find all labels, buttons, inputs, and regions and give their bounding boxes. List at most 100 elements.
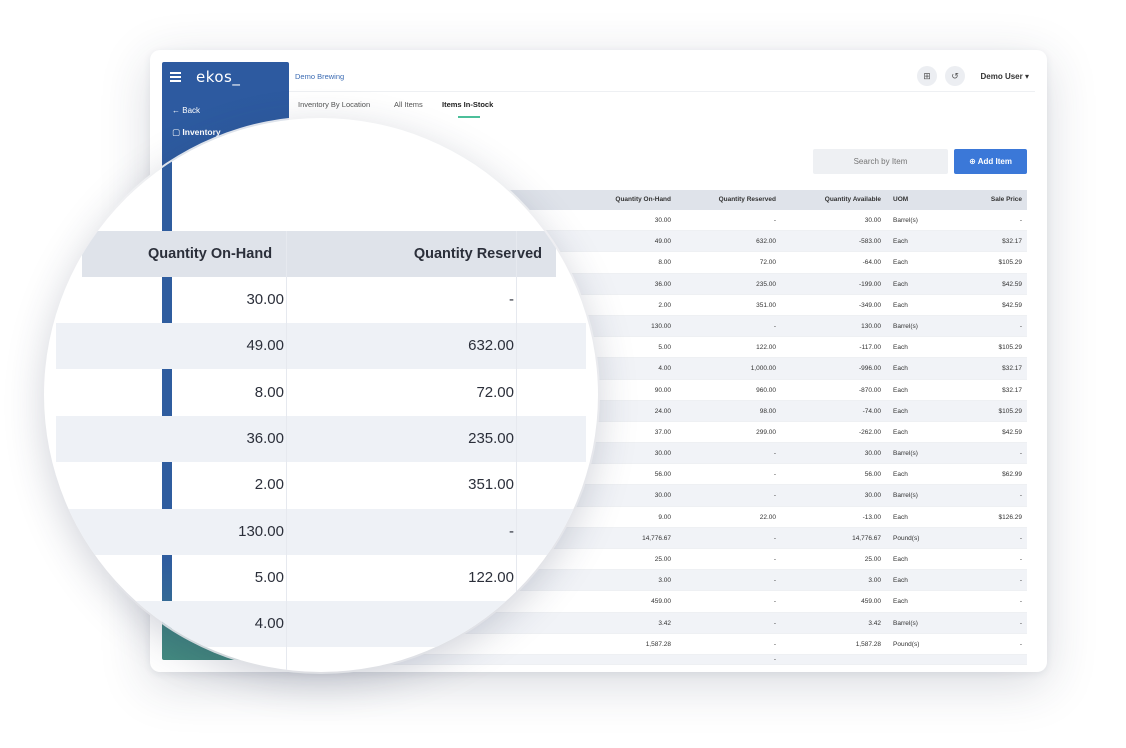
cell-quantity-available: 56.00 bbox=[864, 471, 881, 479]
cell-quantity-reserved: 960.00 bbox=[756, 386, 776, 394]
user-menu[interactable]: Demo User ▾ bbox=[980, 72, 1030, 81]
magnifier-col-quantity-on-hand: Quantity On-Hand bbox=[148, 246, 273, 262]
tab-all-items[interactable]: All Items bbox=[394, 100, 423, 109]
cell-quantity-available: 3.42 bbox=[868, 619, 881, 627]
magnifier-cell-on-hand: 30.00 bbox=[246, 291, 284, 308]
magnifier-cell-reserved: 72.00 bbox=[476, 383, 514, 401]
cell-quantity-on-hand: 36.00 bbox=[654, 280, 671, 288]
cell-quantity-reserved: 632.00 bbox=[756, 238, 776, 246]
cell-quantity-reserved: - bbox=[773, 577, 776, 585]
table-row[interactable]: 8.00 72.00 -64.00 Each $105.29 bbox=[289, 252, 1027, 274]
magnifier-cell-on-hand: 4.00 bbox=[254, 615, 284, 633]
magnifier-cell-reserved: 122.00 bbox=[468, 568, 514, 586]
cell-quantity-reserved: 22.00 bbox=[759, 513, 776, 521]
cell-quantity-on-hand: 37.00 bbox=[654, 428, 671, 436]
cell-quantity-on-hand: 4.00 bbox=[658, 365, 671, 373]
cell-uom: Each bbox=[893, 471, 908, 479]
cell-quantity-on-hand: 5.00 bbox=[658, 344, 671, 352]
cell-quantity-reserved: - bbox=[773, 619, 776, 627]
tab-inventory-by-location[interactable]: Inventory By Location bbox=[298, 100, 371, 109]
cell-sale-price: $42.59 bbox=[1002, 428, 1022, 436]
magnifier-cell-reserved: 351.00 bbox=[468, 476, 514, 494]
cell-quantity-available: -64.00 bbox=[862, 259, 881, 267]
cell-quantity-on-hand: 3.00 bbox=[658, 577, 671, 585]
cell-uom: Barrel(s) bbox=[893, 217, 918, 224]
table-row[interactable]: 9.00 22.00 -13.00 Each $126.29 bbox=[289, 507, 1027, 528]
cell-quantity-on-hand: 130.00 bbox=[651, 322, 671, 330]
table-row[interactable]: 30.00 - 30.00 Barrel(s) - bbox=[289, 210, 1027, 232]
col-quantity-on-hand[interactable]: Quantity On-Hand bbox=[615, 196, 671, 203]
table-row[interactable]: 25.00 - 25.00 Each - bbox=[289, 549, 1027, 571]
cell-sale-price: $105.29 bbox=[998, 259, 1023, 267]
cell-sale-price: - bbox=[1019, 534, 1022, 542]
table-row[interactable]: 90.00 960.00 -870.00 Each $32.17 bbox=[289, 380, 1027, 401]
cell-quantity-on-hand: 1,587.28 bbox=[645, 640, 671, 648]
cell-uom: Each bbox=[893, 598, 908, 606]
table-row[interactable]: 37.00 299.00 -262.00 Each $42.59 bbox=[289, 422, 1027, 444]
cell-quantity-available: 3.00 bbox=[868, 577, 881, 585]
add-item-button[interactable]: ⊕ Add Item bbox=[954, 149, 1027, 174]
col-uom[interactable]: UOM bbox=[893, 196, 909, 203]
cell-quantity-reserved: 1,000.00 bbox=[750, 365, 776, 373]
back-link[interactable]: ← Back bbox=[172, 106, 201, 115]
cell-sale-price: $42.59 bbox=[1002, 280, 1022, 288]
sidebar-item-inventory[interactable]: ▢ Inventory bbox=[172, 127, 221, 137]
cell-quantity-on-hand: 459.00 bbox=[651, 598, 671, 606]
table-row[interactable]: 2.00 351.00 -349.00 Each $42.59 bbox=[289, 295, 1027, 316]
cell-sale-price: - bbox=[1019, 492, 1022, 500]
plus-circle-icon: ⊕ bbox=[969, 157, 976, 166]
cell-quantity-available: -117.00 bbox=[859, 344, 881, 352]
qr-code-icon[interactable]: ⊞ bbox=[917, 66, 937, 86]
magnifier-cell-on-hand: 49.00 bbox=[246, 337, 284, 355]
cell-quantity-on-hand: 49.00 bbox=[654, 238, 671, 246]
hamburger-icon[interactable] bbox=[170, 72, 181, 84]
magnifier-cell-reserved: 632.00 bbox=[468, 337, 514, 355]
arrow-left-icon: ← bbox=[172, 106, 180, 115]
magnifier-header: Quantity On-Hand Quantity Reserved bbox=[82, 231, 556, 277]
table-row[interactable]: - bbox=[289, 654, 1027, 665]
cell-quantity-available: 30.00 bbox=[864, 217, 881, 224]
tab-items-in-stock[interactable]: Items In-Stock bbox=[442, 100, 494, 109]
cell-quantity-reserved: - bbox=[773, 492, 776, 500]
cell-quantity-available: 130.00 bbox=[861, 322, 881, 330]
table-row[interactable]: 56.00 - 56.00 Each $62.99 bbox=[289, 464, 1027, 486]
cell-quantity-reserved: - bbox=[773, 217, 776, 224]
cell-uom: Pound(s) bbox=[893, 534, 920, 542]
cell-quantity-on-hand: 30.00 bbox=[654, 217, 671, 224]
cell-uom: Each bbox=[893, 428, 908, 436]
magnifier-cell-on-hand: 2.00 bbox=[254, 476, 284, 494]
cell-quantity-on-hand: 8.00 bbox=[658, 259, 671, 267]
cell-quantity-available: -996.00 bbox=[858, 365, 881, 373]
history-icon[interactable]: ↺ bbox=[945, 66, 965, 86]
cell-quantity-on-hand: 2.00 bbox=[658, 301, 671, 309]
cell-uom: Barrel(s) bbox=[893, 322, 918, 330]
magnifier-cell-on-hand: 36.00 bbox=[246, 429, 284, 447]
cell-uom: Each bbox=[893, 344, 908, 352]
cell-quantity-available: -199.00 bbox=[858, 280, 881, 288]
cell-sale-price: - bbox=[1019, 577, 1022, 585]
table-row[interactable]: 1,587.28 - 1,587.28 Pound(s) - bbox=[289, 634, 1027, 655]
cell-quantity-on-hand: 90.00 bbox=[654, 386, 671, 394]
cell-quantity-available: 14,776.67 bbox=[852, 534, 881, 542]
col-quantity-available[interactable]: Quantity Available bbox=[824, 196, 881, 203]
magnifier-cell-reserved: 235.00 bbox=[468, 429, 514, 447]
app-logo[interactable]: ekos_ bbox=[196, 68, 241, 86]
col-quantity-reserved[interactable]: Quantity Reserved bbox=[718, 196, 776, 203]
table-row[interactable]: 459.00 - 459.00 Each - bbox=[289, 591, 1027, 613]
magnifier-row: 8.00 72.00 bbox=[56, 370, 586, 416]
cell-quantity-reserved: 299.00 bbox=[756, 428, 776, 436]
cell-quantity-reserved: - bbox=[773, 471, 776, 479]
cell-sale-price: - bbox=[1019, 619, 1022, 627]
cell-uom: Each bbox=[893, 280, 908, 288]
magnifier-row: 49.00 632.00 bbox=[56, 323, 586, 370]
brand-name[interactable]: Demo Brewing bbox=[295, 72, 345, 81]
table-row[interactable]: 5.00 122.00 -117.00 Each $105.29 bbox=[289, 337, 1027, 359]
magnifier-cell-on-hand: 8.00 bbox=[254, 383, 284, 401]
cell-quantity-available: -583.00 bbox=[858, 238, 881, 246]
cell-quantity-reserved: - bbox=[773, 556, 776, 563]
col-sale-price[interactable]: Sale Price bbox=[990, 196, 1022, 203]
magnifier-cell-reserved: - bbox=[509, 291, 514, 308]
search-input[interactable] bbox=[813, 149, 948, 174]
cell-uom: Each bbox=[893, 386, 908, 394]
cell-sale-price: - bbox=[1019, 217, 1022, 224]
